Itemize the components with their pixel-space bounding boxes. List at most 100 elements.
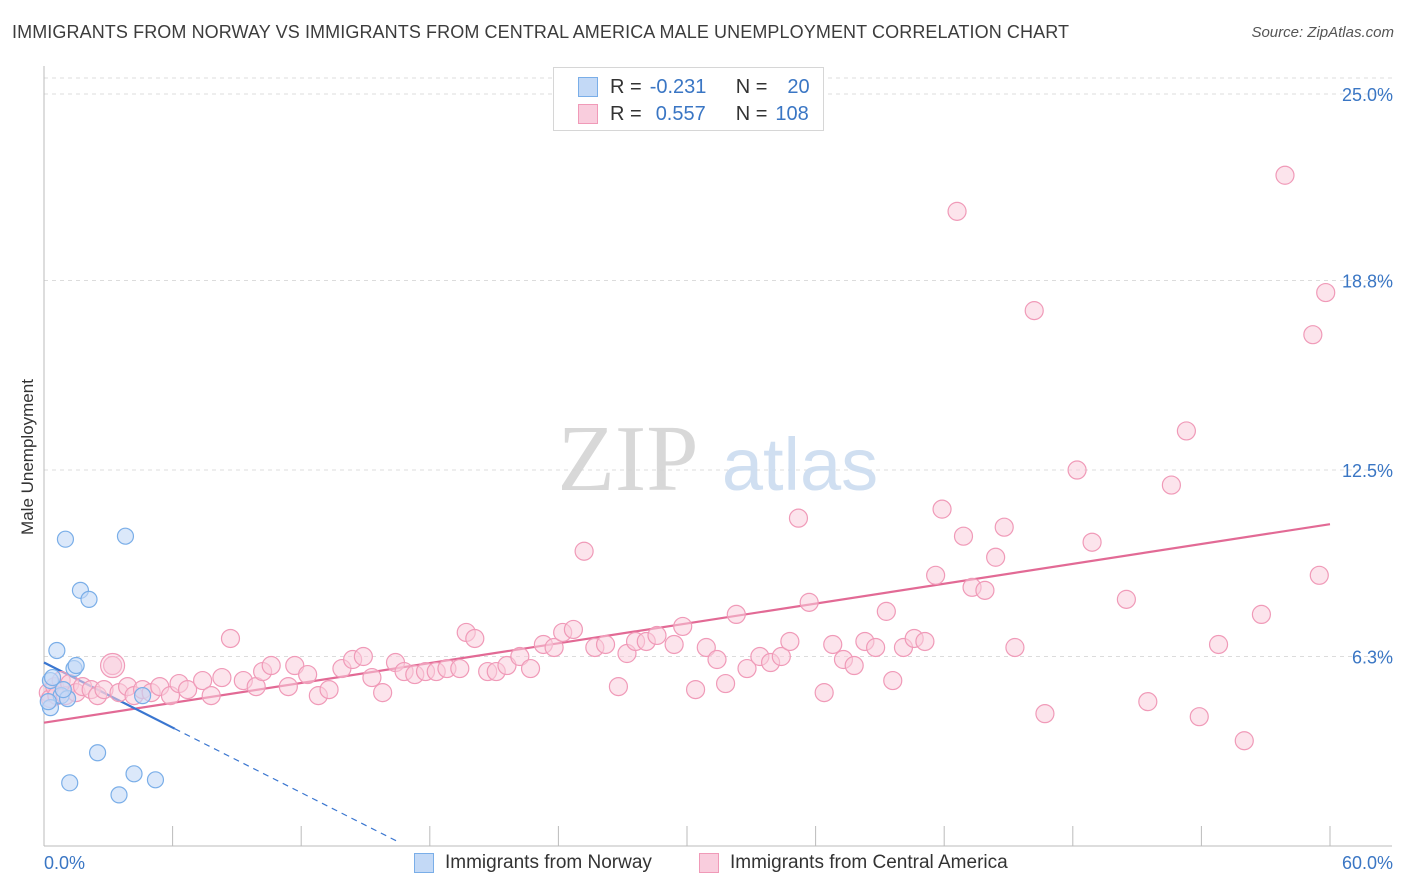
data-point-central-america <box>737 658 757 679</box>
trend-line-norway-extension <box>174 728 398 843</box>
data-point-central-america <box>1234 731 1254 751</box>
data-point-central-america <box>261 655 281 676</box>
data-point-norway <box>80 590 98 608</box>
data-point-central-america <box>883 670 903 691</box>
data-point-central-america <box>595 634 616 655</box>
data-point-norway <box>67 656 85 675</box>
data-point-central-america <box>696 637 716 658</box>
legend-n-label: N = <box>735 102 768 125</box>
legend-r-value: 0.557 <box>655 102 706 125</box>
data-point-central-america <box>1208 634 1229 655</box>
data-point-central-america <box>1275 165 1295 185</box>
series-legend-central-america: Immigrants from Central America <box>699 852 1008 874</box>
series-name-norway: Immigrants from Norway <box>445 852 652 873</box>
source-label: Source: ZipAtlas.com <box>1251 24 1394 41</box>
data-point-central-america <box>1189 707 1209 727</box>
legend-n-value: 108 <box>775 102 809 125</box>
data-point-central-america <box>1316 282 1336 303</box>
tick-labels: 6.3% 12.5% 18.8% 25.0% 0.0% 60.0% <box>44 85 1393 873</box>
data-point-central-america <box>953 526 974 546</box>
data-point-central-america <box>278 676 298 697</box>
grid-lines <box>44 77 1392 658</box>
data-point-central-america <box>1067 460 1087 480</box>
data-point-central-america <box>544 637 564 658</box>
data-point-central-america <box>685 679 706 700</box>
series-legend: Immigrants from Norway Immigrants from C… <box>0 852 1406 878</box>
data-point-central-america <box>876 601 896 621</box>
data-point-central-america <box>707 649 727 670</box>
data-point-central-america <box>1303 325 1323 345</box>
data-point-central-america <box>1309 565 1329 585</box>
data-point-central-america <box>986 547 1006 567</box>
data-point-norway <box>110 786 128 804</box>
data-point-central-america <box>201 686 221 706</box>
data-point-central-america <box>319 679 339 700</box>
data-point-central-america-large <box>99 652 126 679</box>
data-point-central-america <box>1138 692 1158 712</box>
legend-r-label: R = <box>610 102 642 125</box>
data-point-central-america <box>608 676 629 697</box>
data-point-central-america <box>673 616 693 637</box>
data-point-central-america <box>647 625 667 646</box>
data-point-central-america <box>465 628 485 649</box>
data-point-central-america <box>799 592 819 612</box>
data-point-norway <box>54 680 72 699</box>
chart-title: IMMIGRANTS FROM NORWAY VS IMMIGRANTS FRO… <box>12 22 1070 42</box>
data-point-central-america <box>932 499 952 519</box>
legend-n-value: 20 <box>787 75 810 98</box>
legend-row-norway: R = -0.231 N = 20 <box>578 76 810 98</box>
data-point-central-america <box>780 631 800 652</box>
data-point-central-america <box>975 580 995 600</box>
series-swatch-norway <box>414 853 434 873</box>
legend-swatch-norway <box>578 77 598 97</box>
x-tick-label: 0.0% <box>44 853 85 873</box>
data-point-norway <box>43 668 62 687</box>
data-point-central-america <box>823 634 843 655</box>
data-point-central-america <box>353 646 373 667</box>
data-point-central-america <box>726 604 746 625</box>
data-point-central-america <box>1116 589 1136 609</box>
data-point-central-america <box>844 655 864 676</box>
data-point-central-america <box>1251 604 1272 625</box>
y-tick-label: 12.5% <box>1342 461 1393 481</box>
data-point-central-america <box>947 201 967 221</box>
data-point-central-america <box>1161 475 1181 495</box>
data-point-norway <box>88 744 107 762</box>
legend-n-label: N = <box>735 75 768 98</box>
data-point-central-america <box>520 658 541 679</box>
data-point-central-america <box>664 634 684 655</box>
data-point-central-america <box>220 628 241 649</box>
series-legend-norway: Immigrants from Norway <box>414 852 652 874</box>
stats-legend: R = -0.231 N = 20 R = 0.557 N = 108 <box>553 67 824 131</box>
data-point-central-america <box>814 683 834 703</box>
legend-r-value: -0.231 <box>649 75 707 98</box>
data-point-central-america <box>915 631 935 652</box>
data-point-central-america <box>102 655 123 676</box>
data-point-central-america <box>178 679 198 700</box>
data-point-central-america <box>510 646 530 667</box>
data-point-central-america <box>1005 637 1025 658</box>
data-point-norway <box>48 641 66 660</box>
data-point-central-america <box>1176 421 1196 441</box>
legend-swatch-central-america <box>578 104 598 124</box>
data-point-central-america <box>1024 301 1044 321</box>
data-point-central-america <box>715 673 736 694</box>
legend-r-label: R = <box>610 75 642 98</box>
data-points <box>38 165 1336 804</box>
data-point-central-america <box>362 667 382 688</box>
x-tick-label: 60.0% <box>1342 853 1393 873</box>
series-swatch-central-america <box>699 853 719 873</box>
watermark-atlas: atlas <box>722 423 878 506</box>
y-tick-label: 25.0% <box>1342 85 1393 105</box>
y-tick-label: 18.8% <box>1342 272 1393 292</box>
data-point-central-america <box>574 541 594 561</box>
y-tick-label: 6.3% <box>1352 648 1393 668</box>
data-point-central-america <box>563 619 584 640</box>
series-name-central-america: Immigrants from Central America <box>730 852 1008 873</box>
data-point-central-america <box>1082 532 1102 552</box>
legend-row-central-america: R = 0.557 N = 108 <box>578 103 809 125</box>
data-point-central-america <box>193 670 213 691</box>
data-point-central-america <box>866 637 886 658</box>
data-point-central-america <box>994 517 1014 537</box>
